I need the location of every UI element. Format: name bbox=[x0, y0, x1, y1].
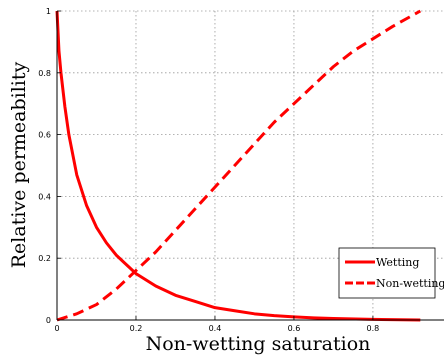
x-tick-label: 0.8 bbox=[367, 324, 380, 333]
axes bbox=[56, 10, 444, 321]
legend: Wetting Non-wetting bbox=[338, 247, 444, 299]
series-layer bbox=[55, 9, 422, 322]
y-tick-label: 0.8 bbox=[38, 69, 51, 78]
x-tick-label: 0.6 bbox=[288, 324, 301, 333]
y-tick-label: 0 bbox=[46, 316, 51, 325]
legend-box bbox=[338, 247, 436, 299]
x-axis-title: Non-wetting saturation bbox=[146, 333, 371, 355]
legend-label: Non-wetting bbox=[376, 277, 444, 290]
y-tick-label: 0.4 bbox=[38, 192, 51, 201]
y-axis-title: Relative permeability bbox=[8, 61, 30, 268]
wetting-curve bbox=[55, 10, 421, 322]
non-wetting-curve bbox=[56, 9, 422, 322]
tick-labels: 0 0.2 0.4 0.6 0.8 0 0.2 0.4 0.6 0.8 1 bbox=[38, 7, 379, 333]
y-tick-label: 1 bbox=[46, 7, 51, 16]
y-tick-label: 0.6 bbox=[38, 131, 51, 140]
y-tick-label: 0.2 bbox=[38, 254, 51, 263]
x-tick-label: 0.2 bbox=[130, 324, 143, 333]
x-tick-label: 0 bbox=[54, 324, 59, 333]
x-tick-label: 0.4 bbox=[209, 324, 222, 333]
legend-label: Wetting bbox=[376, 256, 419, 269]
